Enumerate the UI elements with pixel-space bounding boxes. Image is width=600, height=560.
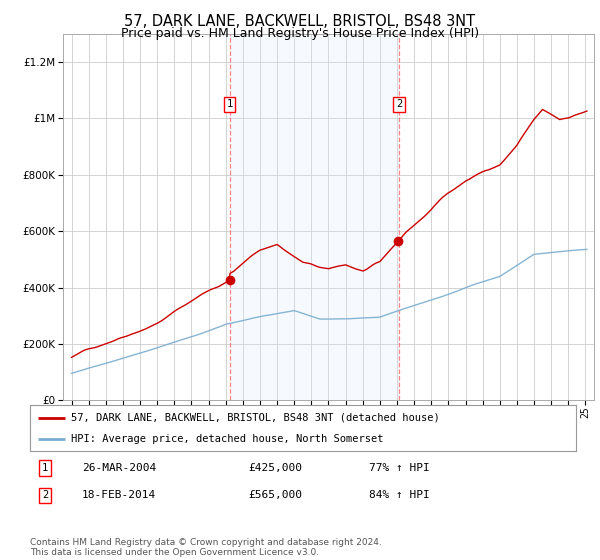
Text: HPI: Average price, detached house, North Somerset: HPI: Average price, detached house, Nort… — [71, 434, 383, 444]
Text: 2: 2 — [42, 491, 49, 501]
Text: 1: 1 — [227, 99, 233, 109]
Text: 77% ↑ HPI: 77% ↑ HPI — [368, 463, 429, 473]
Text: £565,000: £565,000 — [248, 491, 302, 501]
Text: £425,000: £425,000 — [248, 463, 302, 473]
Text: 1: 1 — [42, 463, 49, 473]
Text: Price paid vs. HM Land Registry's House Price Index (HPI): Price paid vs. HM Land Registry's House … — [121, 27, 479, 40]
Text: 2: 2 — [396, 99, 402, 109]
Bar — [230, 34, 399, 400]
Text: 57, DARK LANE, BACKWELL, BRISTOL, BS48 3NT (detached house): 57, DARK LANE, BACKWELL, BRISTOL, BS48 3… — [71, 413, 440, 423]
Text: 18-FEB-2014: 18-FEB-2014 — [82, 491, 156, 501]
Text: 26-MAR-2004: 26-MAR-2004 — [82, 463, 156, 473]
Text: 84% ↑ HPI: 84% ↑ HPI — [368, 491, 429, 501]
Text: Contains HM Land Registry data © Crown copyright and database right 2024.
This d: Contains HM Land Registry data © Crown c… — [30, 538, 382, 557]
Text: 57, DARK LANE, BACKWELL, BRISTOL, BS48 3NT: 57, DARK LANE, BACKWELL, BRISTOL, BS48 3… — [124, 14, 476, 29]
